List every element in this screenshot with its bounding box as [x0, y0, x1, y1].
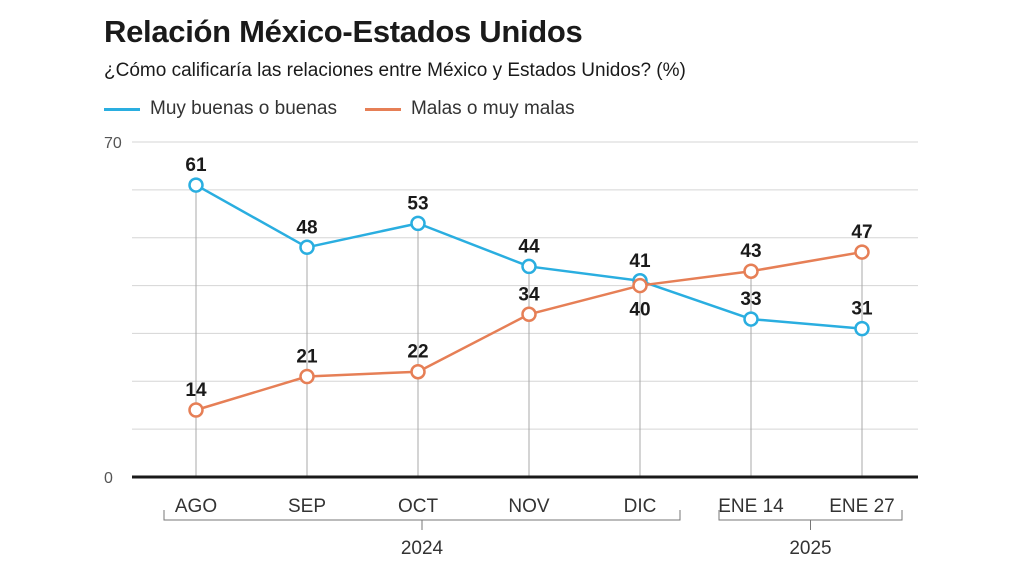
legend-label-series-2: Malas o muy malas [410, 98, 575, 119]
chart-title: Relación México-Estados Unidos [104, 14, 583, 49]
data-point [410, 363, 426, 380]
legend-swatch-series-2 [364, 107, 401, 111]
data-label: 44 [518, 236, 540, 257]
data-point [188, 177, 204, 193]
data-point [854, 244, 870, 260]
x-tick-label: SEP [288, 496, 326, 517]
data-point [521, 258, 537, 275]
data-label: 14 [185, 380, 207, 401]
legend-label-series-1: Muy buenas o buenas [150, 98, 337, 119]
data-label: 48 [296, 217, 317, 238]
data-label: 61 [185, 155, 207, 176]
data-label: 33 [740, 289, 761, 310]
year-label: 2025 [789, 538, 831, 559]
data-point [299, 239, 315, 256]
y-tick-label: 0 [104, 470, 113, 487]
x-tick-label: ENE 14 [718, 496, 784, 517]
x-tick-label: AGO [175, 496, 217, 517]
legend-swatch-series-1 [104, 107, 140, 111]
legend: Muy buenas o buenas Malas o muy malas [104, 98, 603, 120]
data-label: 41 [629, 251, 651, 272]
data-point [743, 311, 759, 327]
year-label: 2024 [401, 538, 444, 559]
data-point [854, 320, 870, 337]
x-tick-label: NOV [508, 496, 550, 517]
data-point [188, 402, 204, 418]
data-label: 34 [518, 284, 540, 305]
data-label: 53 [407, 193, 428, 214]
x-tick-label: ENE 27 [829, 496, 894, 517]
legend-item-series-2: Malas o muy malas [364, 98, 575, 120]
data-point [521, 306, 537, 323]
y-tick-label: 70 [104, 135, 122, 152]
data-label: 43 [740, 241, 761, 262]
chart-subtitle: ¿Cómo calificaría las relaciones entre M… [104, 60, 686, 81]
data-point [410, 215, 426, 232]
data-point [632, 277, 648, 294]
data-point [743, 263, 759, 279]
data-label: 22 [407, 342, 428, 363]
data-point [299, 368, 315, 385]
data-label: 31 [851, 299, 873, 320]
data-label: 21 [296, 347, 318, 368]
legend-item-series-1: Muy buenas o buenas [104, 98, 337, 120]
data-label: 40 [629, 300, 650, 321]
x-tick-label: DIC [624, 496, 657, 517]
x-tick-label: OCT [398, 496, 439, 517]
data-label: 47 [851, 222, 872, 243]
